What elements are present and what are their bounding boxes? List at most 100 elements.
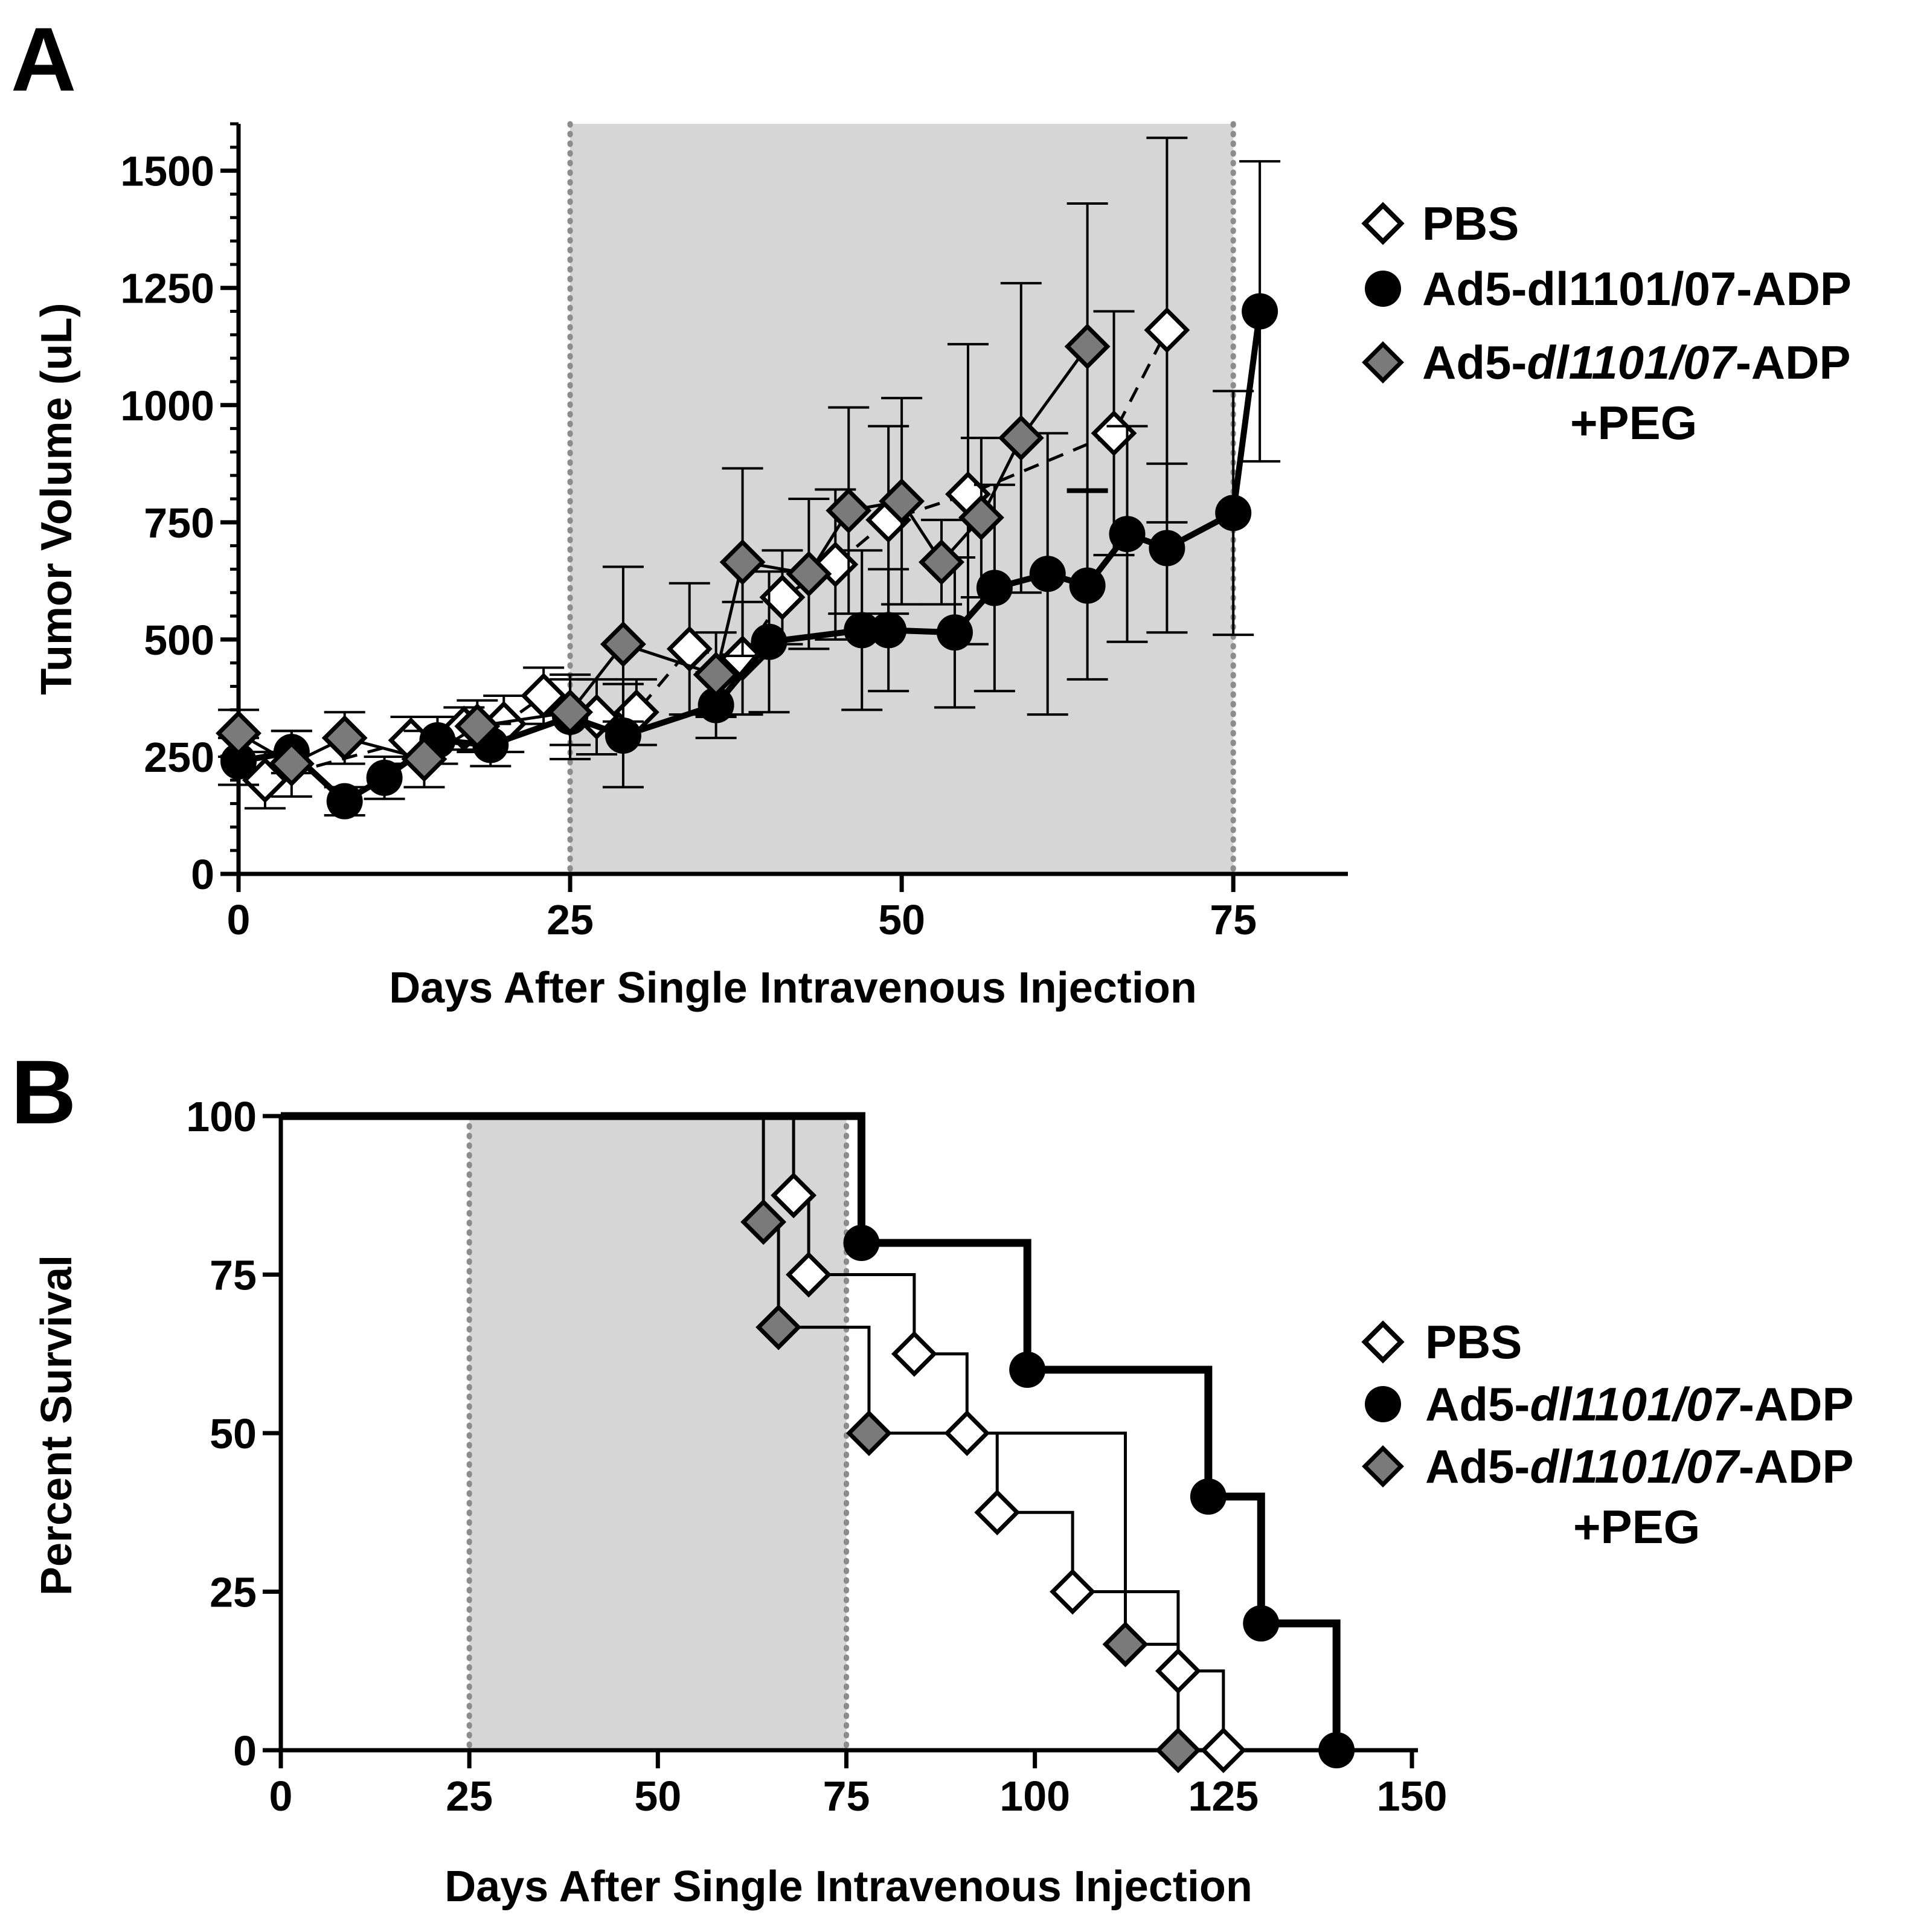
panel-a-point-ad5-dl1101-07-adp — [1215, 495, 1252, 531]
panel-b-x-axis-title: Days After Single Intravenous Injection — [444, 1863, 1252, 1911]
panel-a-x-tick-label: 50 — [878, 896, 925, 943]
legend-b-label-ad5: Ad5-dl1101/07-ADP — [1425, 1378, 1854, 1431]
legend-b-label-ad5-peg-line2: +PEG — [1573, 1500, 1700, 1553]
panel-a-series-ad5-dl1101-07-adp-peg — [216, 202, 1111, 798]
panel-a-x-axis-title: Days After Single Intravenous Injection — [389, 964, 1197, 1012]
panel-a-point-ad5-dl1101-07-adp — [220, 743, 257, 780]
panel-a-point-pbs — [1144, 307, 1190, 353]
panel-a-point-ad5-dl1101-07-adp-peg — [998, 415, 1044, 461]
panel-b-y-axis-title: Percent Survival — [33, 1255, 81, 1596]
panel-a-point-ad5-dl1101-07-adp — [870, 612, 907, 649]
legend-a-label-ad5-peg-suffix: -ADP — [1736, 336, 1851, 389]
panel-b-x-tick-label: 50 — [634, 1773, 681, 1820]
panel-b-markers-ad5-dl1101-07-adp-peg — [740, 1199, 1201, 1773]
panel-a-y-tick-label: 500 — [144, 617, 214, 664]
panel-b-point-pbs — [1200, 1727, 1246, 1773]
panel-a-y-tick-label: 1500 — [120, 148, 214, 195]
legend-b-label-ad5-italic: dl1101/07 — [1530, 1378, 1740, 1431]
panel-a-point-ad5-dl1101-07-adp-peg — [826, 487, 872, 534]
panel-b-y-tick-label: 25 — [210, 1569, 257, 1616]
panel-a-point-ad5-dl1101-07-adp-peg — [600, 621, 646, 667]
panel-b-point-ad5-dl1101-07-adp-peg — [755, 1304, 802, 1350]
panel-a-point-ad5-dl1101-07-adp-peg — [268, 740, 315, 787]
panel-b-x-tick-label: 150 — [1377, 1773, 1448, 1820]
panel-b-point-ad5-dl1101-07-adp — [1243, 1605, 1280, 1642]
panel-a-point-ad5-dl1101-07-adp-peg — [321, 714, 368, 761]
panel-a-point-ad5-dl1101-07-adp-peg — [719, 539, 766, 585]
panel-b-markers-pbs — [771, 1172, 1246, 1773]
legend-b-label-ad5-prefix: Ad5- — [1425, 1378, 1530, 1431]
panel-a-y-tick-label: 0 — [191, 851, 214, 898]
panel-b-point-pbs — [944, 1410, 990, 1456]
panel-b-step-line-ad5-dl1101-07-adp — [281, 1112, 1341, 1750]
panel-b-y-tick-label: 75 — [210, 1252, 257, 1299]
panel-b-point-pbs — [974, 1489, 1021, 1536]
panel-a-point-pbs — [666, 626, 713, 672]
legend-a-label-ad5-peg-line2: +PEG — [1570, 396, 1697, 449]
panel-a-y-tick-label: 250 — [144, 734, 214, 781]
panel-a-point-ad5-dl1101-07-adp — [936, 614, 973, 651]
panel-a-point-ad5-dl1101-07-adp-peg — [786, 551, 832, 597]
panel-b-y-tick-label: 100 — [186, 1093, 257, 1140]
panel-b-point-ad5-dl1101-07-adp-peg — [1102, 1621, 1149, 1667]
panel-a-point-ad5-dl1101-07-adp-peg — [454, 703, 501, 749]
legend-b-marker-pbs — [1361, 1320, 1405, 1364]
legend-a-label-ad5: Ad5-dl1101/07-ADP — [1422, 262, 1852, 315]
legend-a-marker-ad5 — [1365, 271, 1401, 307]
panel-a-point-ad5-dl1101-07-adp — [844, 612, 880, 649]
panel-b-point-pbs — [1155, 1648, 1201, 1694]
panel-a-point-ad5-dl1101-07-adp — [326, 783, 363, 820]
panel-b-x-tick-label: 0 — [269, 1773, 293, 1820]
legend-a-marker-pbs — [1361, 202, 1405, 245]
panel-a-point-ad5-dl1101-07-adp-peg — [693, 652, 739, 698]
panel-b: B 0 25 50 75 100 0 25 50 75 100 125 150 Days After S… — [11, 1041, 1447, 1911]
panel-a-y-tick-label: 1250 — [120, 265, 214, 312]
panel-a-point-ad5-dl1101-07-adp-peg — [919, 539, 964, 585]
panel-a-line-ad5-dl1101-07-adp-peg — [237, 345, 1089, 766]
panel-b-point-ad5-dl1101-07-adp-peg — [1155, 1727, 1201, 1773]
panel-a-y-tick-label: 1000 — [120, 382, 214, 429]
panel-a: A 0 250 500 750 1000 1250 1500 0 25 50 75 Days Afte… — [11, 8, 1348, 1012]
panel-a-point-ad5-dl1101-07-adp-peg — [547, 689, 594, 736]
panel-b-markers-ad5-dl1101-07-adp — [843, 1225, 1355, 1768]
panel-b-point-ad5-dl1101-07-adp — [1190, 1478, 1227, 1515]
panel-a-point-ad5-dl1101-07-adp — [751, 623, 787, 660]
panel-a-point-ad5-dl1101-07-adp-peg — [401, 736, 447, 782]
panel-a-y-tick-label: 750 — [144, 499, 214, 547]
panel-a-letter: A — [11, 8, 76, 110]
panel-a-point-ad5-dl1101-07-adp-peg — [216, 710, 261, 757]
panel-b-y-tick-label: 0 — [233, 1727, 257, 1774]
panel-a-point-ad5-dl1101-07-adp — [1242, 293, 1278, 330]
legend-a: PBS Ad5-dl1101/07-ADP Ad5-dl1101/07-ADP … — [1361, 197, 1852, 449]
panel-b-point-ad5-dl1101-07-adp — [1009, 1352, 1046, 1388]
legend-b-label-ad5-peg-italic: dl1101/07 — [1530, 1440, 1740, 1493]
legend-a-label-pbs: PBS — [1422, 197, 1519, 250]
panel-a-point-ad5-dl1101-07-adp — [1069, 567, 1106, 604]
panel-b-point-pbs — [1050, 1568, 1096, 1615]
legend-a-label-ad5-peg: Ad5-dl1101/07-ADP — [1422, 336, 1851, 389]
legend-a-label-ad5-peg-prefix: Ad5- — [1422, 336, 1527, 389]
panel-b-x-tick-label: 75 — [823, 1773, 870, 1820]
panel-a-point-ad5-dl1101-07-adp-peg — [958, 495, 1004, 541]
panel-b-point-ad5-dl1101-07-adp-peg — [740, 1199, 787, 1245]
legend-b-label-pbs: PBS — [1425, 1315, 1522, 1369]
legend-a-label-ad5-peg-italic: dl1101/07 — [1527, 336, 1737, 389]
legend-b-marker-ad5 — [1365, 1386, 1401, 1422]
panel-b-x-tick-label: 125 — [1188, 1773, 1259, 1820]
legend-b-label-ad5-peg-suffix: -ADP — [1739, 1440, 1854, 1493]
panel-b-series-ad5-dl1101-07-adp — [281, 1112, 1341, 1750]
panel-a-point-ad5-dl1101-07-adp — [1109, 516, 1146, 553]
panel-b-point-pbs — [786, 1251, 832, 1298]
panel-a-point-ad5-dl1101-07-adp — [1029, 556, 1066, 592]
panel-b-point-ad5-dl1101-07-adp-peg — [846, 1410, 892, 1456]
panel-b-y-tick-label: 50 — [210, 1410, 257, 1457]
panel-a-point-ad5-dl1101-07-adp — [366, 759, 403, 796]
panel-b-x-tick-label: 100 — [999, 1773, 1070, 1820]
panel-b-x-tick-label: 25 — [446, 1773, 493, 1820]
legend-b-label-ad5-peg-prefix: Ad5- — [1425, 1440, 1530, 1493]
legend-b-marker-ad5-peg — [1362, 1445, 1404, 1488]
legend-b-label-ad5-peg: Ad5-dl1101/07-ADP — [1425, 1440, 1854, 1493]
panel-a-y-axis-title: Tumor Volume (uL) — [33, 303, 81, 695]
legend-b: PBS Ad5-dl1101/07-ADP Ad5-dl1101/07-ADP … — [1361, 1315, 1854, 1553]
